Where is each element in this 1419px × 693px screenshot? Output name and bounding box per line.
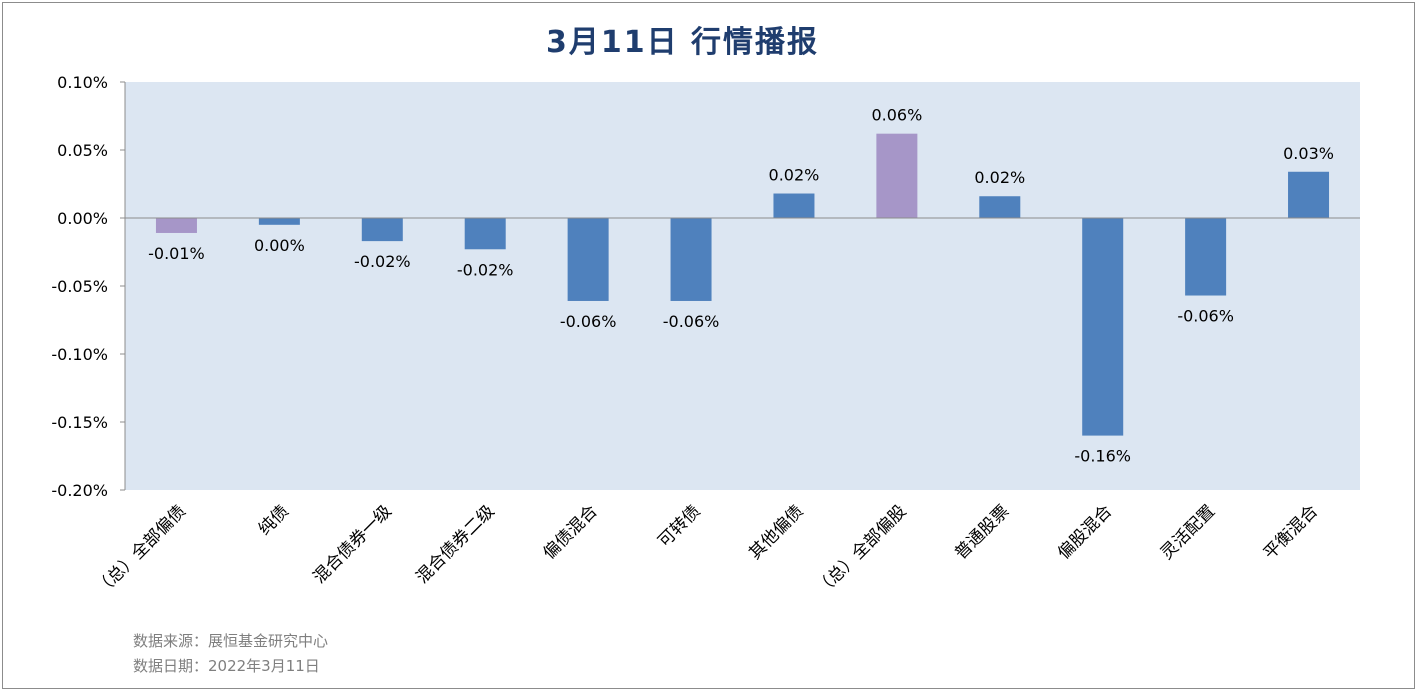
bars xyxy=(155,133,1330,436)
bar xyxy=(155,218,197,233)
x-tick-label: 混合债券二级 xyxy=(412,501,498,587)
x-axis-labels: （总）全部偏债 纯债 混合债券一级 混合债券二级 偏债混合 可转债 其他偏债 （总）全部偏股普… xyxy=(92,501,1322,599)
y-tick-label: -0.05% xyxy=(51,277,108,296)
x-tick-label: 偏股混合 xyxy=(1054,501,1116,563)
bar xyxy=(876,133,918,218)
data-label: -0.06% xyxy=(560,312,617,331)
x-tick-label: （总）全部偏债 xyxy=(92,501,190,599)
y-tick-label: -0.20% xyxy=(51,481,108,500)
data-label: -0.02% xyxy=(457,260,514,279)
data-label: -0.06% xyxy=(1177,307,1234,326)
chart-title: 3月11日 行情播报 xyxy=(545,25,820,60)
x-tick-label: 偏债混合 xyxy=(539,501,601,563)
y-tick-label: 0.10% xyxy=(57,73,108,92)
data-label: -0.06% xyxy=(663,312,720,331)
bar xyxy=(1288,171,1330,218)
y-tick-label: 0.05% xyxy=(57,141,108,160)
data-date-note: 数据日期：2022年3月11日 xyxy=(133,657,320,675)
x-tick-label: 灵活配置 xyxy=(1157,501,1219,563)
bar xyxy=(567,218,609,301)
y-tick-label: 0.00% xyxy=(57,209,108,228)
x-tick-label: 其他偏债 xyxy=(745,501,807,563)
x-tick-label: （总）全部偏股 xyxy=(812,501,910,599)
bar xyxy=(670,218,712,301)
y-tick-label: -0.10% xyxy=(51,345,108,364)
bar xyxy=(361,218,403,242)
bar xyxy=(258,218,300,225)
x-tick-label: 可转债 xyxy=(654,501,704,551)
data-label: 0.03% xyxy=(1283,144,1334,163)
data-label: -0.02% xyxy=(354,252,411,271)
bar xyxy=(979,196,1021,218)
data-label: 0.00% xyxy=(254,236,305,255)
data-labels: -0.01% 0.00% -0.02% -0.02% -0.06% -0.06% 0.02%… xyxy=(148,106,1334,466)
y-axis-ticks: 0.10% 0.05% 0.00% -0.05% -0.10% -0.15% -0.20% xyxy=(51,73,125,500)
bar xyxy=(1185,218,1227,296)
bar xyxy=(1082,218,1124,436)
data-label: 0.06% xyxy=(871,106,922,125)
data-label: -0.01% xyxy=(148,244,205,263)
bar xyxy=(773,193,815,218)
bar xyxy=(464,218,506,250)
y-tick-label: -0.15% xyxy=(51,413,108,432)
x-tick-label: 平衡混合 xyxy=(1260,501,1322,563)
plot-area xyxy=(125,82,1360,490)
data-label: 0.02% xyxy=(974,168,1025,187)
x-tick-label: 纯债 xyxy=(255,501,293,539)
data-label: 0.02% xyxy=(769,166,820,185)
x-tick-label: 普通股票 xyxy=(951,501,1013,563)
bar-chart: 0.10%0.05%0.00%-0.05%-0.10%-0.15%-0.20% … xyxy=(51,73,1360,600)
x-tick-label: 混合债券一级 xyxy=(310,501,396,587)
data-source-note: 数据来源：展恒基金研究中心 xyxy=(133,632,329,650)
data-label: -0.16% xyxy=(1074,447,1131,466)
